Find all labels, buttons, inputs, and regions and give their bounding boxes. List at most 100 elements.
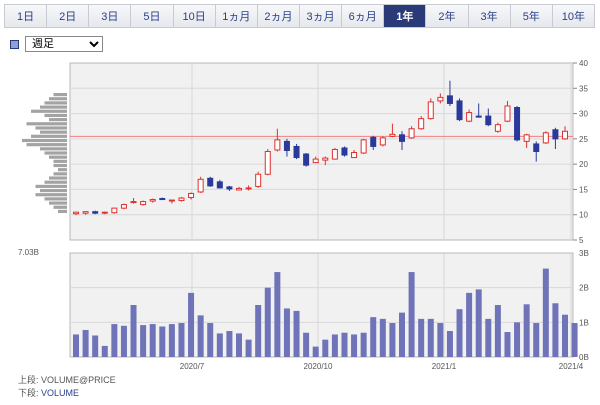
volume-bar [168, 324, 175, 357]
volume-bar [466, 292, 473, 357]
tab-1[interactable]: 2日 [47, 5, 90, 27]
price-tick-label: 15 [579, 185, 588, 194]
volume-profile-bar [58, 209, 67, 213]
candle-body [389, 133, 396, 137]
price-tick-label: 30 [579, 110, 588, 119]
volume-bar [149, 324, 156, 357]
volume-bar [475, 289, 482, 357]
tab-6[interactable]: 2ヵ月 [257, 5, 300, 27]
tab-3[interactable]: 5日 [131, 5, 174, 27]
volume-profile-bar [53, 163, 67, 168]
volume-bar [82, 329, 89, 357]
candle-body [370, 136, 377, 147]
tab-12[interactable]: 5年 [510, 5, 553, 27]
candle-body [283, 140, 290, 151]
candle-body [92, 211, 99, 214]
volume-max-label: 7.03B [18, 248, 39, 257]
volume-bar [226, 331, 233, 357]
volume-bar [504, 332, 511, 357]
lower-legend: 下段: VOLUME [18, 387, 116, 400]
candle-body [331, 148, 338, 160]
candle-body [562, 130, 568, 140]
volume-bar [245, 339, 252, 357]
volume-bar [485, 318, 492, 357]
volume-bar [264, 287, 271, 357]
candle-body [188, 192, 195, 199]
tab-2[interactable]: 3日 [89, 5, 132, 27]
volume-profile-bar [49, 201, 67, 205]
candle-body [149, 199, 156, 202]
tab-7[interactable]: 3ヵ月 [299, 5, 343, 27]
candle-body [351, 152, 358, 159]
candle-body [207, 177, 214, 187]
volume-bar [73, 334, 79, 357]
candle-body [255, 173, 262, 187]
volume-bar [197, 315, 204, 357]
candle-body [226, 186, 233, 190]
upper-label: 上段: [18, 375, 39, 385]
tab-10[interactable]: 2年 [426, 5, 469, 27]
volume-bar [360, 332, 367, 357]
x-tick-label: 2020/10 [304, 362, 333, 370]
volume-bar [178, 323, 185, 357]
volume-bar [140, 325, 147, 357]
price-tick-label: 25 [579, 135, 588, 144]
volume-profile-bar [49, 118, 67, 122]
price-tick-label: 40 [579, 59, 588, 68]
volume-bar [101, 345, 108, 357]
candle-body [514, 107, 521, 141]
candle-body [120, 204, 127, 209]
candle-body [437, 96, 444, 102]
candle-body [197, 178, 204, 193]
volume-profile-bar [58, 168, 67, 172]
volume-profile-bar [26, 122, 67, 126]
volume-profile-bar [35, 126, 67, 130]
upper-legend: 上段: VOLUME@PRICE [18, 374, 116, 387]
candle-body [523, 134, 530, 142]
volume-bar [399, 312, 405, 357]
candle-body [303, 153, 310, 166]
price-tick-label: 5 [579, 236, 584, 245]
volume-profile-bar [40, 105, 67, 109]
volume-bar [341, 332, 348, 357]
volume-bar [571, 323, 578, 357]
volume-tick-label: 3B [579, 249, 589, 258]
tab-13[interactable]: 10年 [552, 5, 594, 27]
candle-body [178, 197, 185, 202]
tab-9[interactable]: 1年 [384, 5, 427, 27]
period-select[interactable]: 週足 [25, 36, 103, 52]
price-panel [69, 62, 574, 241]
volume-profile-bar [35, 193, 67, 197]
candle-body [293, 145, 300, 159]
tab-0[interactable]: 1日 [5, 5, 48, 27]
candle-body [82, 211, 89, 214]
candle-body [341, 147, 348, 156]
volume-profile-bar [31, 109, 67, 113]
candle-body [427, 101, 434, 120]
candle-body [399, 134, 405, 142]
candle-body [168, 199, 175, 202]
tab-11[interactable]: 3年 [468, 5, 511, 27]
lower-value-link[interactable]: VOLUME [41, 388, 80, 398]
tab-5[interactable]: 1ヵ月 [215, 5, 258, 27]
volume-bar [379, 318, 386, 357]
volume-bar [207, 323, 214, 357]
volume-profile-bar [53, 93, 67, 97]
volume-tick-label: 0B [579, 353, 589, 362]
tab-8[interactable]: 6ヵ月 [342, 5, 385, 27]
square-icon [10, 39, 19, 49]
volume-bar [408, 272, 415, 357]
volume-bar [303, 332, 310, 357]
volume-bar [542, 268, 549, 357]
x-tick-label: 2020/7 [180, 362, 205, 370]
volume-tick-label: 1B [579, 318, 589, 327]
volume-profile-bar [49, 176, 67, 180]
lower-label: 下段: [18, 388, 39, 398]
x-tick-label: 2021/4 [559, 362, 584, 370]
volume-profile-bar [53, 172, 67, 176]
tab-4[interactable]: 10日 [173, 5, 216, 27]
volume-profile-bar [44, 151, 67, 155]
price-tick-label: 10 [579, 211, 588, 220]
volume-tick-label: 2B [579, 284, 589, 293]
volume-bar [255, 305, 262, 357]
